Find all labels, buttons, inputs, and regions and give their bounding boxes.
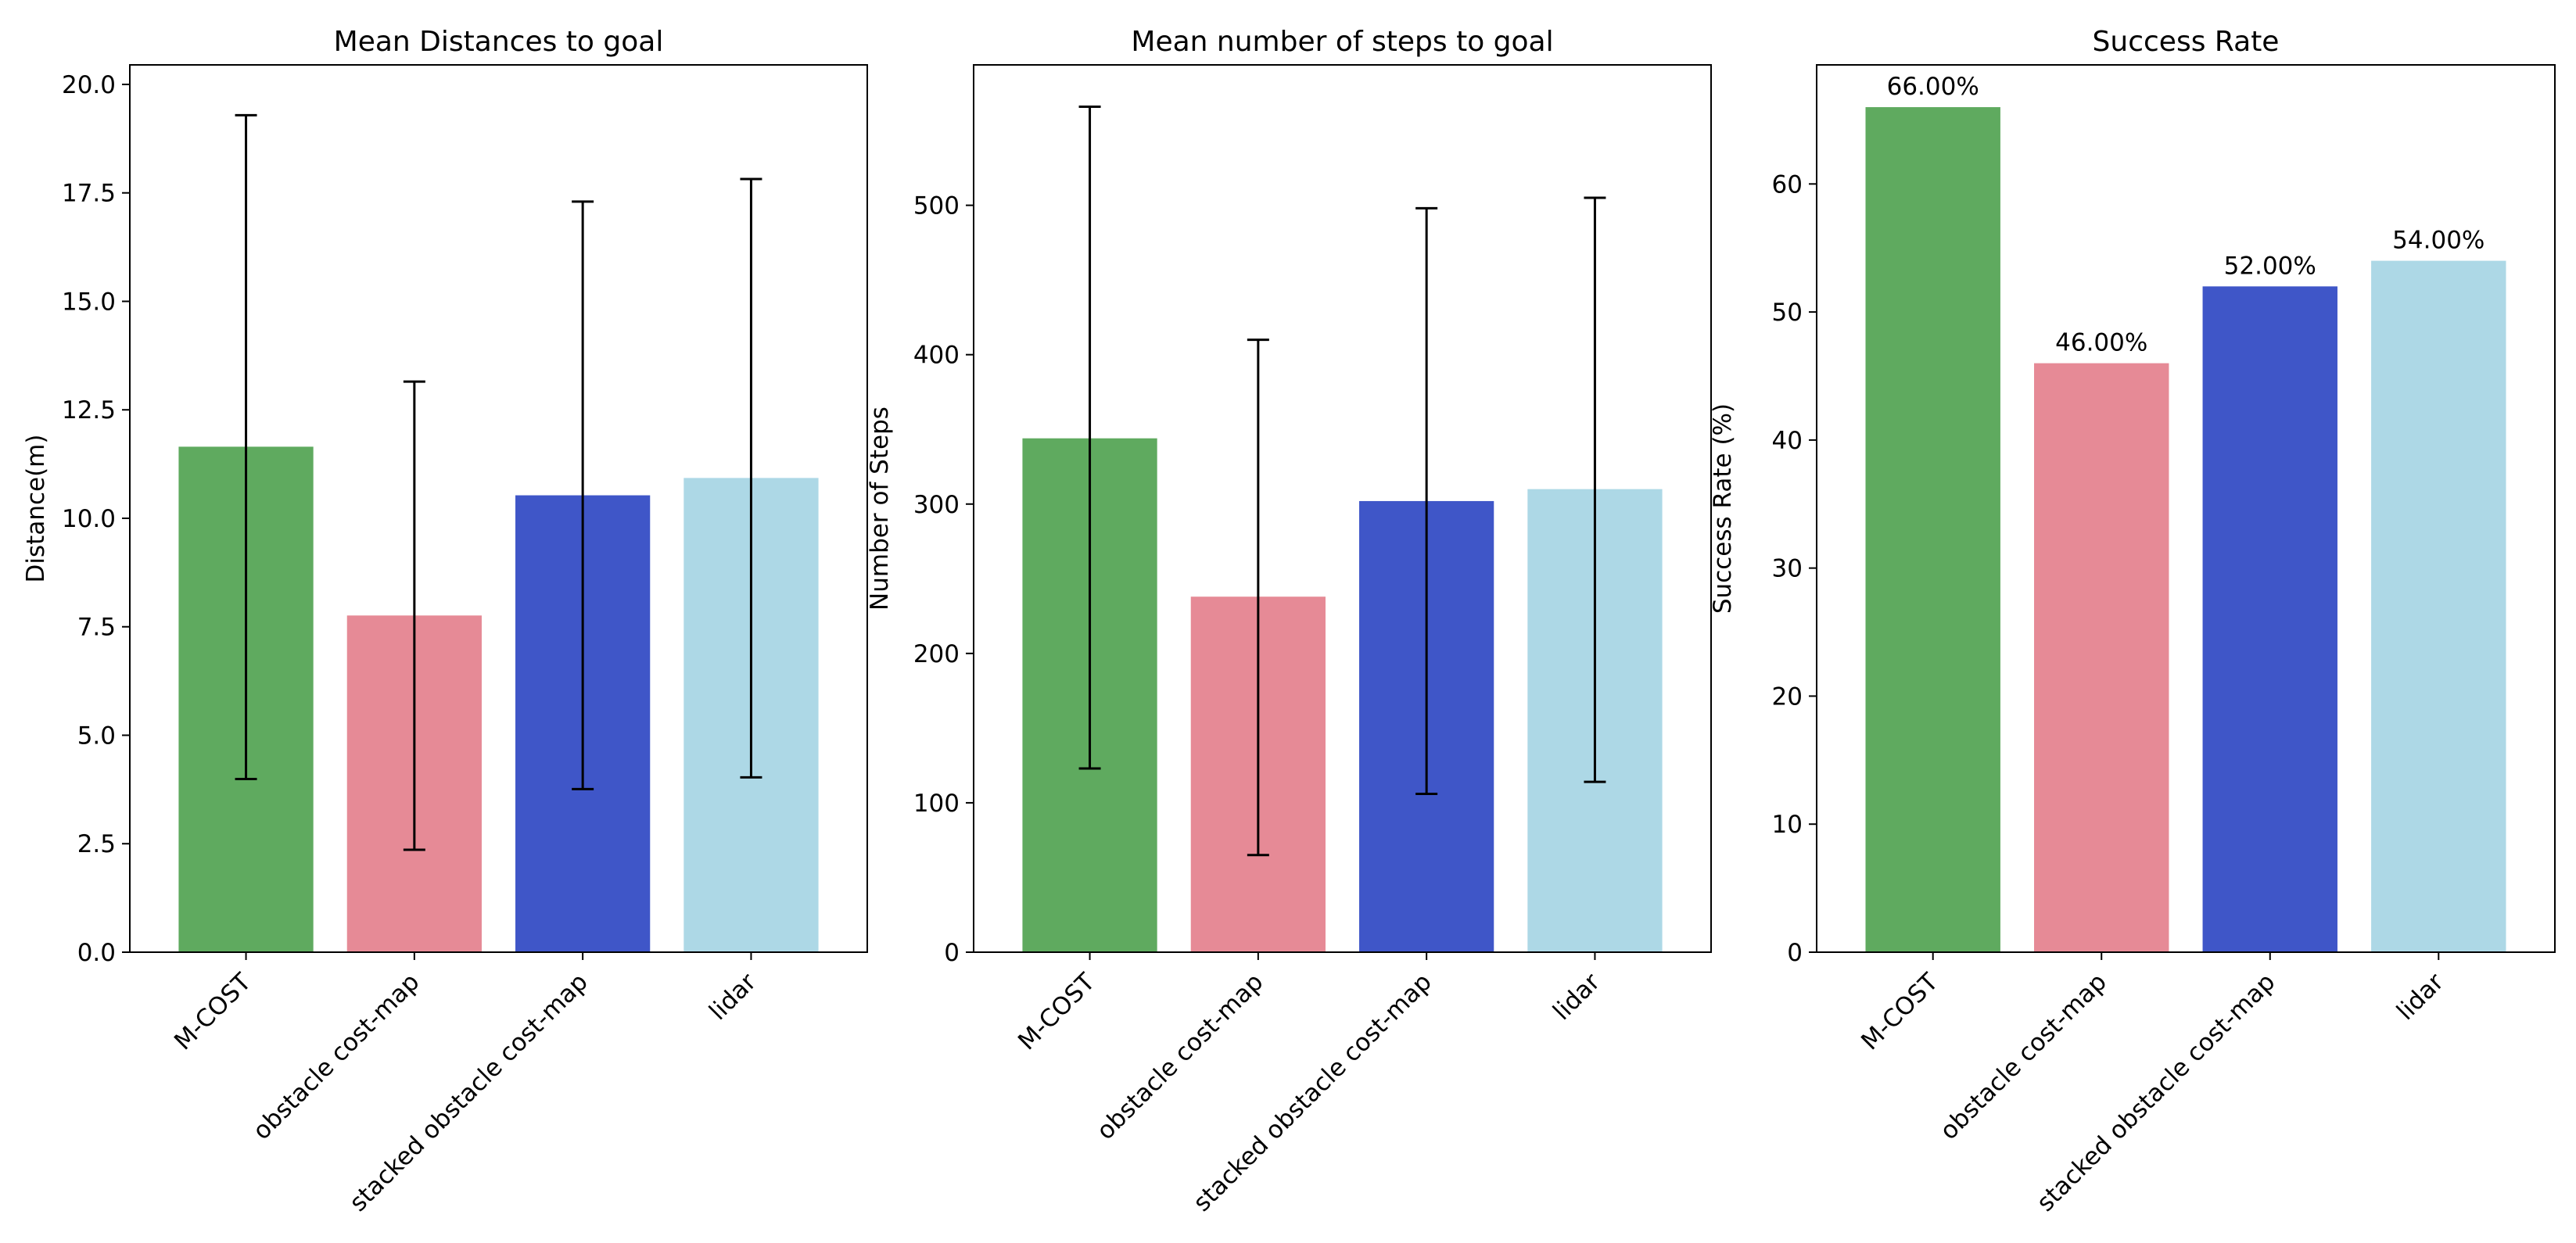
chart-mean-distances: 0.0 2.5 5.0 7.5 10.0 12.5 15.0 17.5 20.0 M-COSTob… <box>22 26 868 1217</box>
y-tick-label-6: 60 <box>1772 170 1803 199</box>
x-tick-label-0: M-COST <box>169 967 257 1055</box>
axes-frame <box>129 64 868 953</box>
y-tick-label-1: 10 <box>1772 811 1803 839</box>
x-tick-label-0: M-COST <box>1013 967 1101 1055</box>
data-label-0: 66.00% <box>1887 73 1979 101</box>
bar-3 <box>2371 260 2506 952</box>
x-tick-label-3: lidar <box>1548 968 1606 1026</box>
y-tick-label-1: 2.5 <box>77 830 116 858</box>
chart-title: Mean number of steps to goal <box>1131 26 1553 58</box>
bar-2 <box>2202 286 2337 952</box>
chart-title: Mean Distances to goal <box>334 26 664 58</box>
y-tick-label-0: 0 <box>944 939 960 967</box>
y-tick-label-0: 0 <box>1787 939 1803 967</box>
y-axis-label: Number of Steps <box>866 407 894 611</box>
data-label-1: 46.00% <box>2055 329 2147 357</box>
y-tick-label-5: 50 <box>1772 299 1803 327</box>
data-label-2: 52.00% <box>2224 252 2316 280</box>
y-tick-label-2: 20 <box>1772 682 1803 711</box>
y-tick-label-2: 5.0 <box>77 722 116 750</box>
y-tick-label-2: 200 <box>913 640 960 668</box>
y-tick-label-5: 12.5 <box>62 396 116 424</box>
x-tick-label-3: lidar <box>704 968 762 1026</box>
x-tick-label-1: obstacle cost-map <box>1935 968 2112 1145</box>
x-tick-label-1: obstacle cost-map <box>248 968 425 1145</box>
y-tick-label-4: 400 <box>913 342 960 370</box>
y-tick-label-4: 10.0 <box>62 505 116 533</box>
x-tick-label-0: M-COST <box>1856 967 1944 1055</box>
y-tick-label-0: 0.0 <box>77 939 116 967</box>
y-tick-label-6: 15.0 <box>62 288 116 316</box>
y-tick-label-7: 17.5 <box>62 180 116 208</box>
y-tick-label-4: 40 <box>1772 427 1803 455</box>
bar-0 <box>1865 107 2000 953</box>
y-tick-label-1: 100 <box>913 790 960 818</box>
chart-title: Success Rate <box>2093 26 2280 58</box>
axes-frame <box>973 64 1712 953</box>
y-axis-label: Distance(m) <box>22 435 50 583</box>
x-tick-label-1: obstacle cost-map <box>1092 968 1269 1145</box>
y-tick-label-8: 20.0 <box>62 71 116 99</box>
x-tick-label-3: lidar <box>2391 968 2449 1026</box>
chart-success-rate: 66.00% 46.00% 52.00% 54.00% 0 10 20 30 40 50 60 M-C… <box>1709 26 2556 1217</box>
bar-1 <box>2034 363 2169 952</box>
y-tick-label-5: 500 <box>913 192 960 220</box>
axes-frame <box>1816 64 2556 953</box>
data-label-3: 54.00% <box>2392 227 2485 255</box>
y-axis-label: Success Rate (%) <box>1709 403 1737 614</box>
y-tick-label-3: 7.5 <box>77 614 116 642</box>
y-tick-label-3: 300 <box>913 491 960 519</box>
y-tick-label-3: 30 <box>1772 555 1803 583</box>
